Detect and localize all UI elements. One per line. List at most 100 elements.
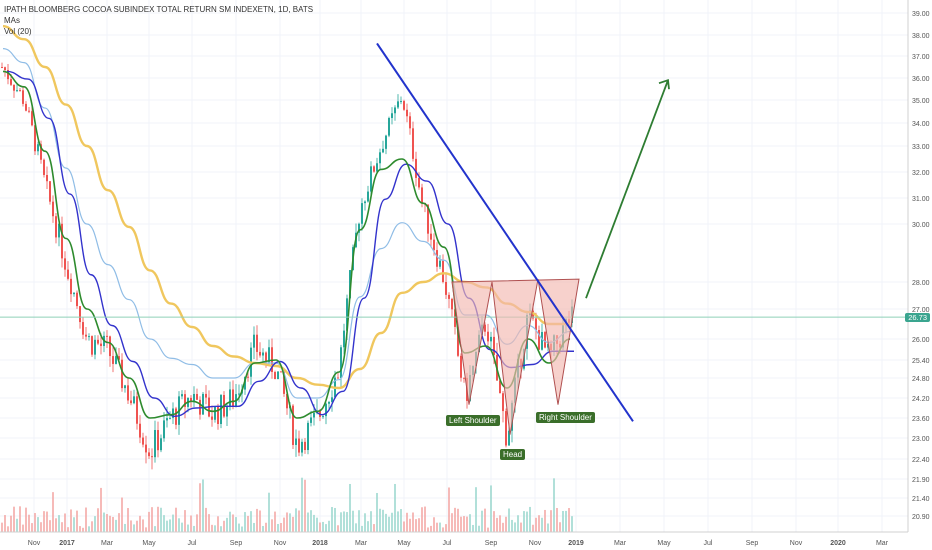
volume-bar <box>184 510 186 532</box>
candle-body <box>28 110 30 112</box>
volume-bar <box>553 478 555 532</box>
candle-body <box>31 111 33 126</box>
volume-bar <box>382 509 384 532</box>
candle-body <box>109 336 111 357</box>
candle-body <box>139 423 141 438</box>
candle-body <box>544 332 546 348</box>
candle-body <box>238 393 240 395</box>
volume-bar <box>265 522 267 532</box>
candle-body <box>286 393 288 409</box>
volume-bar <box>400 509 402 532</box>
volume-bar <box>37 517 39 532</box>
volume-bar <box>190 515 192 532</box>
x-tick-label: Mar <box>101 540 114 547</box>
candle-body <box>283 371 285 394</box>
candle-body <box>256 334 258 352</box>
x-tick-label: Jul <box>704 540 713 547</box>
symbol-title[interactable]: IPATH BLOOMBERG COCOA SUBINDEX TOTAL RET… <box>4 5 314 14</box>
y-tick-label: 39.00 <box>912 11 930 18</box>
candle-body <box>118 356 120 360</box>
candle-body <box>376 163 378 172</box>
volume-bar <box>214 525 216 532</box>
current-price-badge: 26.73 <box>905 313 930 322</box>
candle-body <box>451 298 453 310</box>
candle-body <box>25 103 27 111</box>
candle-body <box>274 372 276 380</box>
candle-body <box>418 177 420 188</box>
candle-body <box>46 174 48 182</box>
volume-bar <box>268 492 270 532</box>
candle-body <box>112 356 114 364</box>
candle-body <box>64 258 66 270</box>
volume-bar <box>466 516 468 532</box>
volume-bar <box>361 525 363 532</box>
volume-bar <box>136 520 138 532</box>
volume-bar <box>538 515 540 532</box>
volume-bar <box>403 521 405 532</box>
volume-bar <box>91 521 93 532</box>
volume-bar <box>7 526 9 532</box>
candle-body <box>343 330 345 348</box>
candle-body <box>277 371 279 380</box>
candle-body <box>226 406 228 417</box>
candle-body <box>247 376 249 378</box>
volume-bar <box>271 519 273 532</box>
candle-body <box>58 223 60 238</box>
y-tick-label: 23.60 <box>912 416 930 423</box>
volume-bar <box>10 515 12 532</box>
volume-bar <box>40 522 42 532</box>
volume-bar <box>22 524 24 532</box>
candle-body <box>409 116 411 129</box>
candle-body <box>253 334 255 348</box>
candle-body <box>151 456 153 458</box>
candle-body <box>190 397 192 402</box>
volume-bar <box>493 511 495 532</box>
volume-bar <box>25 507 27 532</box>
volume-bar <box>283 517 285 532</box>
chart-legend: IPATH BLOOMBERG COCOA SUBINDEX TOTAL RET… <box>4 4 313 37</box>
volume-bar <box>319 522 321 532</box>
candle-body <box>403 101 405 110</box>
candle-body <box>265 352 267 363</box>
candle-body <box>445 281 447 295</box>
candle-body <box>133 396 135 404</box>
volume-bar <box>211 524 213 532</box>
time-axis: Nov 2017 Mar May Jul Sep Nov 2018 Mar May Jul Sep No… <box>0 531 908 547</box>
chart-drawings <box>0 42 908 435</box>
candle-body <box>436 250 438 267</box>
volume-bar <box>445 524 447 532</box>
candle-body <box>298 438 300 453</box>
volume-bar <box>508 508 510 532</box>
candle-body <box>406 109 408 117</box>
ma-legend[interactable]: MAs <box>4 16 20 25</box>
moving-averages <box>2 25 574 419</box>
volume-bar <box>571 516 573 532</box>
candle-body <box>145 444 147 453</box>
candle-body <box>70 278 72 295</box>
volume-bar <box>505 516 507 532</box>
candle-body <box>19 90 21 92</box>
volume-bar <box>460 516 462 532</box>
volume-bar <box>352 510 354 532</box>
candle-body <box>487 331 489 342</box>
volume-bar <box>130 520 132 532</box>
volume-bar <box>241 526 243 532</box>
volume-bar <box>367 521 369 532</box>
candle-body <box>358 223 360 233</box>
volume-bar <box>208 514 210 532</box>
volume-bar <box>1 522 3 532</box>
candle-body <box>79 306 81 323</box>
volume-bar <box>532 524 534 532</box>
volume-bar <box>517 515 519 532</box>
volume-legend[interactable]: Vol (20) <box>4 27 32 36</box>
volume-bar <box>463 516 465 532</box>
volume-bar <box>559 522 561 532</box>
volume-bar <box>94 516 96 532</box>
candle-body <box>346 298 348 331</box>
y-tick-label: 21.90 <box>912 477 930 484</box>
volume-bar <box>127 508 129 532</box>
candle-body <box>433 239 435 251</box>
volume-bar <box>118 513 120 532</box>
y-tick-label: 27.00 <box>912 307 930 314</box>
